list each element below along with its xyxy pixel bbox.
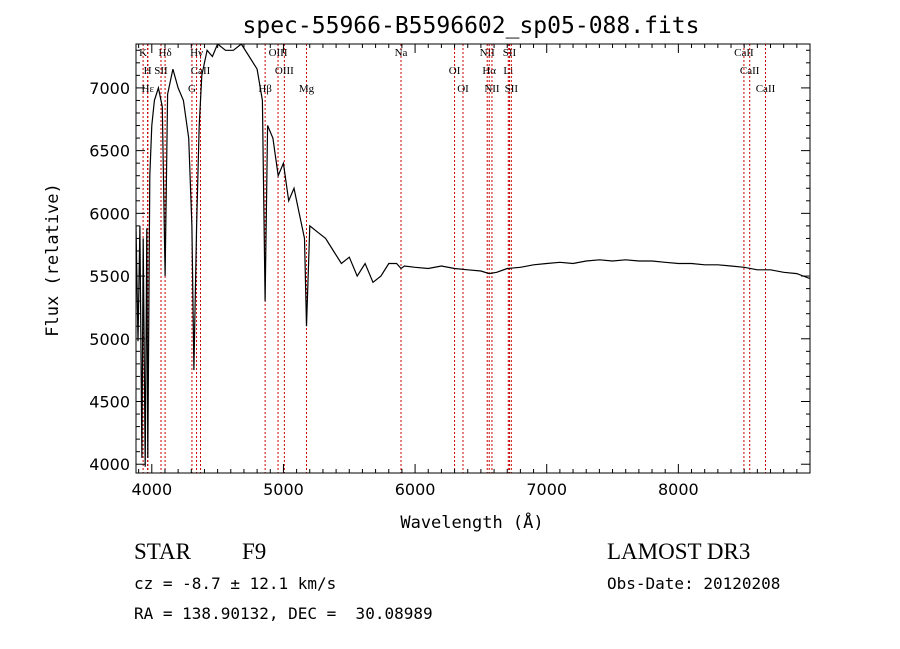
spectral-line-label: OI [457, 83, 469, 95]
object-type: STAR [134, 539, 191, 564]
x-tick-label: 7000 [526, 480, 567, 499]
spectral-line-label: Hδ [159, 47, 172, 59]
spectral-subclass: F9 [242, 539, 267, 564]
y-tick-label: 5500 [89, 267, 130, 286]
x-tick-label: 5000 [263, 480, 304, 499]
spectral-line-label: H [144, 65, 152, 77]
plot-area: KHHεHδSIIGHγCaIIHβOIIIOIIIMgNaOIOINIIHαN… [89, 43, 811, 499]
observation-date: Obs-Date: 20120208 [607, 574, 781, 593]
spectral-line-label: OI [449, 65, 461, 77]
spectral-line-label: K [139, 47, 147, 59]
spectral-line-label: CaII [740, 65, 760, 77]
spectral-line-label: Li [503, 65, 513, 77]
spectral-line-label: Hβ [258, 83, 272, 95]
spectral-line-label: SII [154, 65, 168, 77]
spectral-line-label: Hα [482, 65, 496, 77]
coordinates-readout: RA = 138.90132, DEC = 30.08989 [134, 604, 433, 623]
redshift-readout: cz = -8.7 ± 12.1 km/s [134, 574, 337, 593]
spectral-line-label: NII [480, 47, 496, 59]
spectral-line-label: Hε [142, 83, 155, 95]
spectral-line-label: OIII [269, 47, 288, 59]
spectral-line-label: CaII [191, 65, 211, 77]
y-tick-label: 6000 [89, 204, 130, 223]
x-tick-label: 8000 [658, 480, 699, 499]
y-tick-label: 7000 [89, 79, 130, 98]
spectral-line-label: Mg [299, 83, 315, 95]
spectral-line-label: Na [395, 47, 408, 59]
spectral-line-label: SII [505, 83, 519, 95]
y-tick-label: 5000 [89, 330, 130, 349]
x-axis-label: Wavelength (Å) [400, 511, 543, 533]
survey-label: LAMOST DR3 [607, 539, 751, 564]
x-tick-label: 4000 [131, 480, 172, 499]
y-tick-label: 4000 [89, 455, 130, 474]
spectrum-chart: spec-55966-B5596602_sp05-088.fits KH Hε Hδ… [43, 13, 811, 533]
y-tick-label: 6500 [89, 142, 130, 161]
plot-frame [135, 43, 811, 474]
spectral-line-label: SII [503, 47, 517, 59]
x-tick-label: 6000 [395, 480, 436, 499]
spectral-line-label: NII [484, 83, 500, 95]
y-axis-label: Flux (relative) [43, 183, 63, 337]
spectral-line-label: CaII [756, 83, 776, 95]
spectral-line-label: OIII [275, 65, 294, 77]
chart-title: spec-55966-B5596602_sp05-088.fits [243, 13, 700, 39]
flux-series-line [136, 44, 810, 467]
y-tick-label: 4500 [89, 393, 130, 412]
spectral-line-label: Hγ [190, 47, 203, 59]
spectral-line-label: G [188, 83, 196, 95]
spectral-line-label: CaII [734, 47, 754, 59]
